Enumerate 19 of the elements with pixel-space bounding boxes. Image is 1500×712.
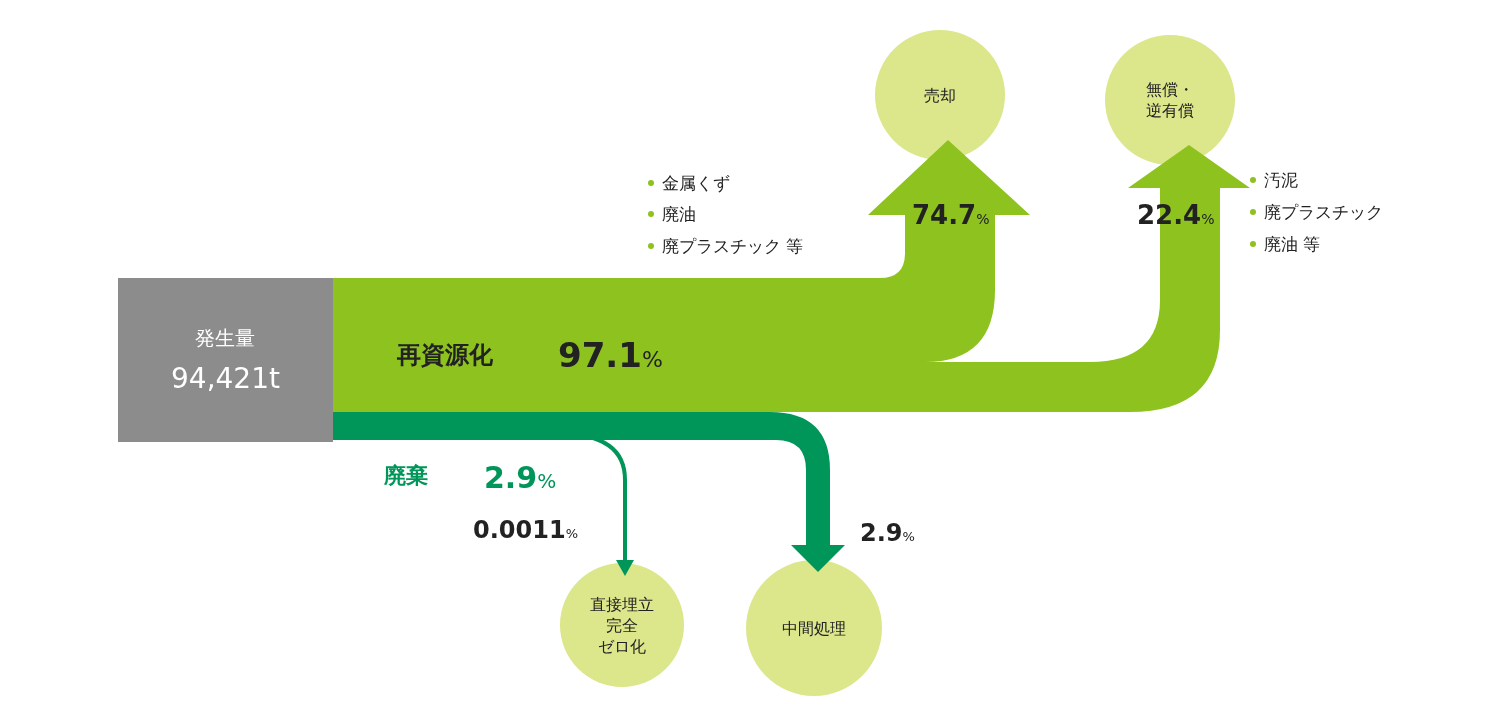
category-label: 無償・逆有償: [1146, 80, 1194, 120]
data-label: 2.9%: [484, 460, 557, 495]
category-label: 発生量: [195, 326, 255, 350]
data-label: 0.0011%: [473, 516, 578, 544]
text: 廃油 等: [1264, 234, 1321, 254]
category-label: 中間処理: [782, 619, 846, 638]
text: 廃油: [662, 204, 696, 224]
category-label: 売却: [924, 86, 956, 105]
data-label: 97.1%: [558, 335, 663, 375]
category-label: 直接埋立完全ゼロ化: [590, 595, 654, 656]
text: 金属くず: [662, 173, 730, 193]
category-label: 廃棄: [383, 463, 428, 488]
text: 汚泥: [1264, 170, 1298, 190]
text: 廃プラスチック 等: [662, 236, 804, 256]
data-label: 94,421t: [171, 362, 280, 395]
data-label: 74.7%: [912, 200, 990, 230]
category-label: 再資源化: [396, 341, 494, 369]
text: 廃プラスチック: [1264, 202, 1383, 222]
data-label: 2.9%: [860, 519, 915, 547]
